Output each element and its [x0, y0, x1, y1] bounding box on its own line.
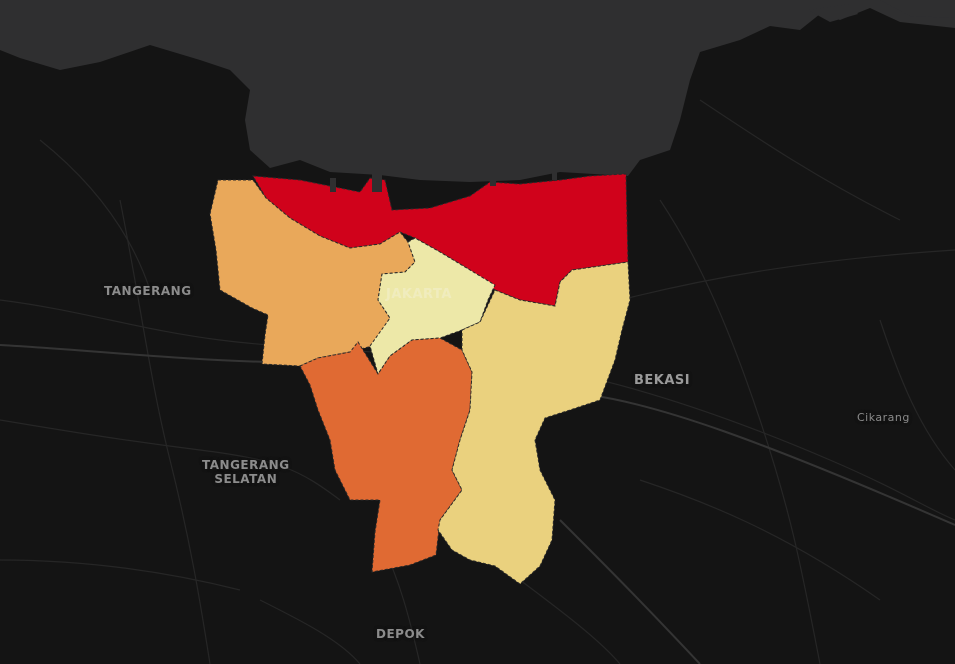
- region-east-jakarta[interactable]: [437, 261, 631, 585]
- label-tangerang-selatan: TANGERANG SELATAN: [202, 458, 290, 486]
- coastline-piers: [330, 158, 557, 192]
- label-bekasi: BEKASI: [634, 373, 691, 388]
- road-network: [0, 99, 955, 664]
- label-tangerang: TANGERANG: [104, 284, 192, 298]
- label-depok: DEPOK: [376, 627, 425, 641]
- sea-islet: [808, 4, 858, 22]
- label-tangerang-selatan-line1: TANGERANG: [202, 458, 290, 472]
- label-jakarta: JAKARTA: [386, 287, 452, 302]
- toll-roads: [0, 344, 955, 664]
- label-tangerang-selatan-line2: SELATAN: [214, 472, 278, 486]
- label-cikarang: Cikarang: [857, 411, 910, 424]
- sea-area: [0, 0, 955, 182]
- sea-islet-2: [880, 0, 955, 18]
